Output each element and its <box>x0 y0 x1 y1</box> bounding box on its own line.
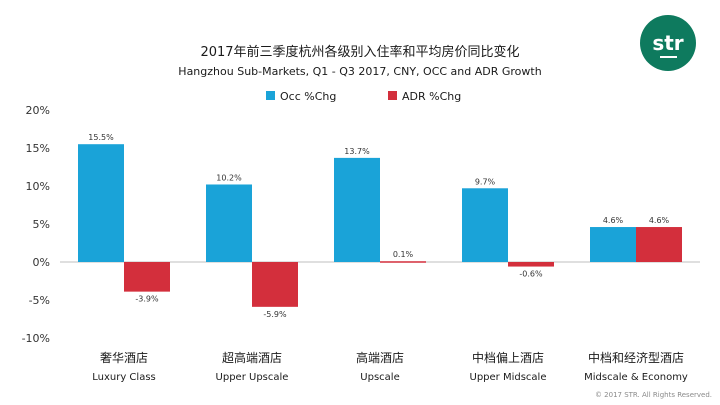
data-label: 0.1% <box>393 250 414 259</box>
legend-swatch <box>388 91 397 100</box>
legend: Occ %Chg ADR %Chg <box>266 90 461 103</box>
data-label: 13.7% <box>344 147 370 156</box>
category-label-en: Upscale <box>360 372 399 383</box>
data-label: -0.6% <box>519 270 543 279</box>
logo-text: str <box>652 31 683 55</box>
category-labels: 奢华酒店 Luxury Class 超高端酒店 Upper Upscale 高端酒店 Up… <box>92 350 688 383</box>
bars <box>78 144 682 307</box>
legend-label: ADR %Chg <box>402 90 461 103</box>
category-label-en: Luxury Class <box>92 372 156 383</box>
copyright-text: © 2017 STR. All Rights Reserved. <box>595 391 712 399</box>
category-label-en: Upper Upscale <box>216 372 289 383</box>
data-label: 10.2% <box>216 173 242 182</box>
y-tick-label: -5% <box>29 294 50 307</box>
y-tick-label: 10% <box>26 180 50 193</box>
legend-swatch <box>266 91 275 100</box>
bar <box>380 261 426 263</box>
category-label-cn: 中档偏上酒店 <box>472 350 544 365</box>
data-label: -5.9% <box>263 310 287 319</box>
y-tick-label: 5% <box>33 218 50 231</box>
str-logo: str <box>640 15 696 71</box>
bar <box>252 262 298 307</box>
chart-title: 2017年前三季度杭州各级别入住率和平均房价同比变化 <box>200 44 519 60</box>
y-tick-label: 0% <box>33 256 50 269</box>
category-label-cn: 奢华酒店 <box>100 351 148 365</box>
data-label: -3.9% <box>135 295 159 304</box>
category-label-cn: 超高端酒店 <box>222 350 282 365</box>
chart-subtitle: Hangzhou Sub-Markets, Q1 - Q3 2017, CNY,… <box>178 65 541 78</box>
bar <box>334 157 380 262</box>
y-tick-label: 15% <box>26 142 50 155</box>
category-label-cn: 高端酒店 <box>356 350 404 365</box>
legend-label: Occ %Chg <box>280 90 336 103</box>
data-label: 15.5% <box>88 133 114 142</box>
data-label: 9.7% <box>475 177 496 186</box>
category-label-cn: 中档和经济型酒店 <box>588 350 684 365</box>
data-labels: 15.5% -3.9% 10.2% -5.9% 13.7% 0.1% 9.7% -0.6% 4.… <box>88 133 669 319</box>
bar <box>124 262 170 292</box>
y-tick-label: -10% <box>22 332 50 345</box>
bar <box>590 227 636 262</box>
bar <box>78 144 124 262</box>
bar <box>206 184 252 262</box>
category-label-en: Upper Midscale <box>470 372 547 383</box>
y-tick-label: 20% <box>26 104 50 117</box>
data-label: 4.6% <box>603 216 624 225</box>
category-label-en: Midscale & Economy <box>584 372 688 383</box>
logo-underline <box>660 56 677 58</box>
bar <box>462 188 508 262</box>
bar <box>636 227 682 262</box>
data-label: 4.6% <box>649 216 670 225</box>
bar <box>508 262 554 267</box>
